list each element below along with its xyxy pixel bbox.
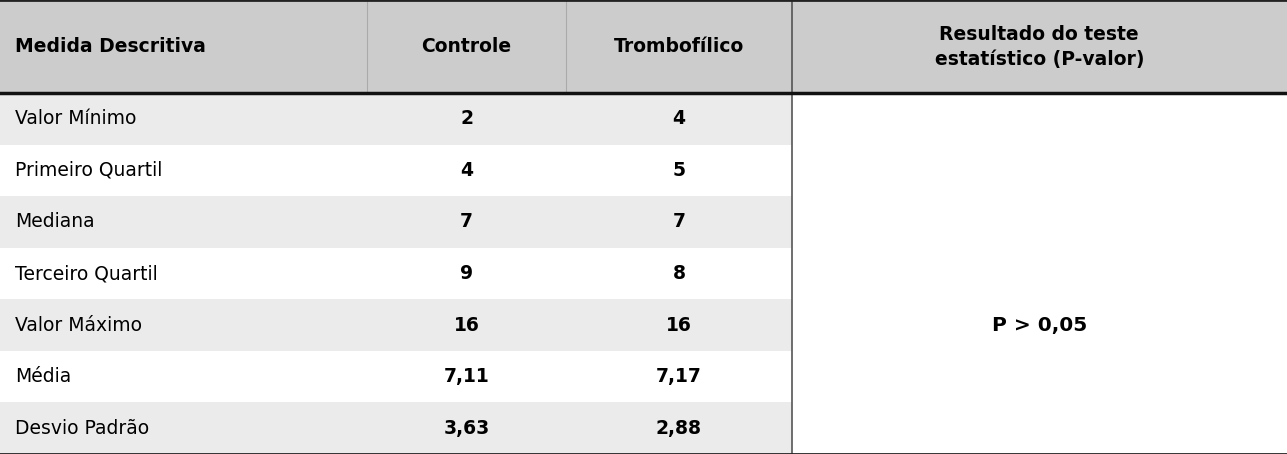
Text: 3,63: 3,63 bbox=[444, 419, 489, 438]
Text: 4: 4 bbox=[672, 109, 686, 128]
Bar bbox=[792, 93, 1287, 145]
Text: Trombofílico: Trombofílico bbox=[614, 37, 744, 56]
Text: Mediana: Mediana bbox=[15, 212, 95, 232]
Text: Controle: Controle bbox=[421, 37, 512, 56]
Bar bbox=[0, 93, 792, 145]
Text: 2,88: 2,88 bbox=[656, 419, 701, 438]
Bar bbox=[792, 299, 1287, 351]
Bar bbox=[0, 402, 792, 454]
Text: Valor Mínimo: Valor Mínimo bbox=[15, 109, 136, 128]
Text: 9: 9 bbox=[459, 264, 474, 283]
Text: 7: 7 bbox=[672, 212, 686, 232]
Text: 7,11: 7,11 bbox=[444, 367, 489, 386]
Bar bbox=[0, 0, 1287, 93]
Text: 7: 7 bbox=[459, 212, 474, 232]
Bar bbox=[792, 145, 1287, 196]
Bar bbox=[0, 196, 792, 248]
Text: Medida Descritiva: Medida Descritiva bbox=[15, 37, 206, 56]
Text: Resultado do teste
estatístico (P-valor): Resultado do teste estatístico (P-valor) bbox=[934, 25, 1144, 69]
Bar bbox=[0, 248, 792, 299]
Text: 4: 4 bbox=[459, 161, 474, 180]
Bar bbox=[0, 351, 792, 402]
Bar bbox=[0, 145, 792, 196]
Text: 2: 2 bbox=[459, 109, 474, 128]
Bar bbox=[792, 351, 1287, 402]
Text: 8: 8 bbox=[672, 264, 686, 283]
Text: 5: 5 bbox=[672, 161, 686, 180]
Text: 16: 16 bbox=[453, 316, 480, 335]
Text: 16: 16 bbox=[665, 316, 692, 335]
Bar bbox=[792, 196, 1287, 248]
Text: Terceiro Quartil: Terceiro Quartil bbox=[15, 264, 158, 283]
Bar bbox=[0, 299, 792, 351]
Text: Média: Média bbox=[15, 367, 72, 386]
Text: Valor Máximo: Valor Máximo bbox=[15, 316, 143, 335]
Text: Desvio Padrão: Desvio Padrão bbox=[15, 419, 149, 438]
Text: 7,17: 7,17 bbox=[656, 367, 701, 386]
Bar bbox=[792, 402, 1287, 454]
Text: Primeiro Quartil: Primeiro Quartil bbox=[15, 161, 163, 180]
Bar bbox=[792, 248, 1287, 299]
Text: P > 0,05: P > 0,05 bbox=[991, 316, 1088, 335]
